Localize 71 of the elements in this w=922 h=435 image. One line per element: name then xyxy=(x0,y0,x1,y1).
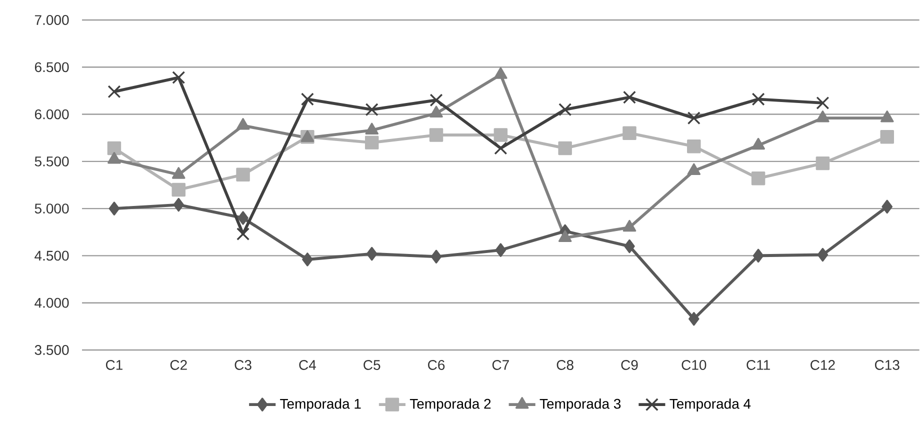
point xyxy=(816,156,830,170)
point xyxy=(752,92,765,106)
point xyxy=(365,122,378,135)
point xyxy=(108,202,120,216)
point xyxy=(300,92,314,106)
y-tick-label: 4.000 xyxy=(34,298,69,308)
point xyxy=(236,227,250,241)
point xyxy=(882,200,892,214)
legend-label: Temporada 3 xyxy=(540,398,621,412)
point xyxy=(107,141,122,156)
point xyxy=(751,172,766,186)
y-tick-label: 3.500 xyxy=(34,345,69,355)
x-tick-label: C4 xyxy=(299,360,316,370)
x-tick-label: C9 xyxy=(621,360,638,370)
point xyxy=(172,167,186,179)
point xyxy=(236,118,250,130)
point xyxy=(365,103,378,116)
x-tick-label: C3 xyxy=(234,360,252,370)
point xyxy=(558,141,572,156)
point xyxy=(108,85,121,98)
point xyxy=(366,246,378,261)
point xyxy=(816,96,830,110)
y-tick-label: 5.000 xyxy=(34,204,69,214)
point xyxy=(752,138,765,150)
point xyxy=(752,248,764,263)
point xyxy=(494,142,508,155)
point xyxy=(880,130,894,144)
x-tick-label: C2 xyxy=(170,360,187,370)
y-tick-label: 6.000 xyxy=(34,109,69,120)
point xyxy=(172,70,186,84)
point xyxy=(622,90,636,104)
point xyxy=(624,239,635,254)
point xyxy=(364,136,379,150)
y-tick-label: 7.000 xyxy=(34,15,69,25)
x-tick-label: C7 xyxy=(492,360,509,370)
point xyxy=(302,252,313,266)
x-tick-label: C1 xyxy=(106,360,122,370)
point xyxy=(429,128,444,142)
y-tick-label: 6.500 xyxy=(34,62,69,72)
point xyxy=(880,110,894,122)
point xyxy=(108,152,121,164)
point xyxy=(558,103,572,116)
point xyxy=(494,128,508,142)
x-tick-label: C13 xyxy=(874,360,900,370)
point xyxy=(687,112,700,125)
point xyxy=(687,139,701,154)
y-tick-label: 4.500 xyxy=(34,250,69,261)
legend-label: Temporada 1 xyxy=(280,398,361,412)
point xyxy=(172,182,186,197)
x-tick-label: C5 xyxy=(364,360,380,370)
point xyxy=(622,126,636,140)
point xyxy=(816,110,830,122)
point xyxy=(238,211,248,225)
legend-label: Temporada 2 xyxy=(410,398,491,412)
point xyxy=(236,168,250,182)
x-tick-label: C11 xyxy=(746,360,770,370)
y-tick-label: 5.500 xyxy=(34,156,69,166)
point xyxy=(495,243,506,257)
x-tick-label: C6 xyxy=(428,360,445,370)
point xyxy=(817,248,828,262)
point xyxy=(687,163,701,176)
x-tick-label: C12 xyxy=(810,360,835,370)
legend-label: Temporada 4 xyxy=(670,398,751,412)
point xyxy=(688,312,700,326)
point xyxy=(430,106,443,118)
x-tick-label: C10 xyxy=(682,360,706,370)
point xyxy=(173,198,184,212)
point xyxy=(430,94,443,107)
x-tick-label: C8 xyxy=(556,360,574,370)
point xyxy=(494,67,508,79)
point xyxy=(430,250,442,264)
